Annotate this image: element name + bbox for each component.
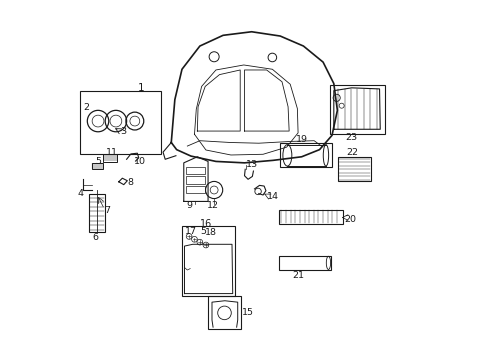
Bar <box>338 157 370 181</box>
Text: 22: 22 <box>346 148 358 157</box>
Text: 5: 5 <box>200 227 205 236</box>
Text: 12: 12 <box>207 201 219 210</box>
Text: 1: 1 <box>137 83 143 93</box>
Text: 11: 11 <box>106 148 118 157</box>
Text: 19: 19 <box>295 135 307 144</box>
Text: 7: 7 <box>104 206 110 215</box>
Bar <box>185 176 205 184</box>
Text: 4: 4 <box>77 189 83 198</box>
Text: 5: 5 <box>95 157 101 166</box>
Text: 13: 13 <box>245 160 257 169</box>
Text: 3: 3 <box>120 127 126 136</box>
Bar <box>80 91 160 154</box>
Text: 9: 9 <box>186 201 192 210</box>
Bar <box>329 85 384 134</box>
Bar <box>182 226 234 296</box>
Bar <box>185 186 205 193</box>
Bar <box>103 154 117 162</box>
Text: 8: 8 <box>127 178 133 187</box>
Text: 20: 20 <box>344 215 355 224</box>
Text: 15: 15 <box>241 309 253 318</box>
Text: 6: 6 <box>92 233 98 242</box>
Text: 2: 2 <box>83 103 89 112</box>
Bar <box>91 163 103 169</box>
Bar <box>89 194 105 232</box>
Bar <box>280 143 331 167</box>
Text: 21: 21 <box>291 271 304 280</box>
Text: 16: 16 <box>200 219 212 229</box>
Bar <box>279 210 342 224</box>
Bar <box>279 256 330 270</box>
Bar <box>207 296 241 329</box>
Text: 18: 18 <box>205 228 217 237</box>
Text: 14: 14 <box>266 192 279 201</box>
Text: 10: 10 <box>134 157 145 166</box>
Bar <box>185 167 205 174</box>
Text: 23: 23 <box>345 133 357 142</box>
Text: 17: 17 <box>184 227 197 236</box>
